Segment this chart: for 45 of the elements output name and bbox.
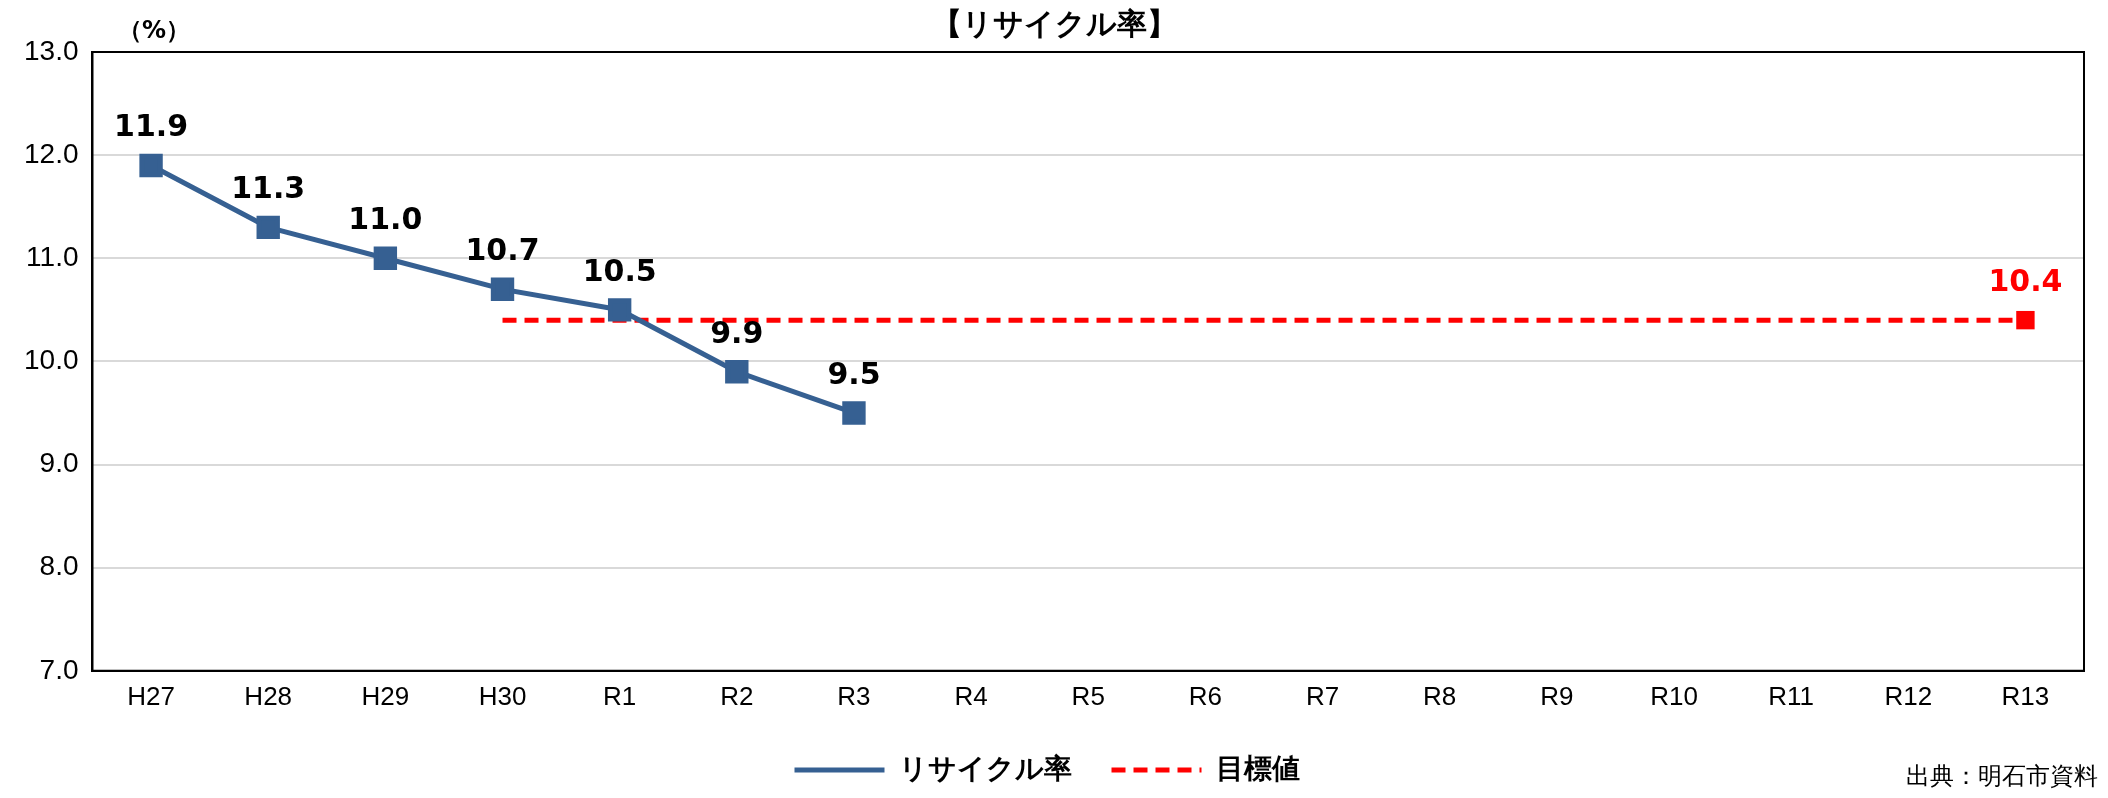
point [139,153,163,178]
legend-label: リサイクル率 [898,752,1072,784]
point [490,277,515,301]
point [256,215,280,240]
x-tick-label: R4 [954,680,988,711]
x-tick-label: R9 [1540,680,1574,711]
x-tick-label: R10 [1650,680,1698,711]
y-tick-label: 7.0 [39,653,79,685]
y-tick-label: 9.0 [39,447,79,479]
x-tick-label: R12 [1884,680,1933,711]
data-label: 11.3 [231,170,306,206]
x-tick-label: H30 [478,680,527,711]
x-tick-label: H29 [361,680,410,711]
point [842,401,866,425]
x-tick-label: R2 [720,680,754,711]
data-label: 11.0 [348,201,423,237]
chart-title: 【リサイクル率】 [931,6,1177,41]
x-tick-label: R5 [1071,680,1105,711]
x-tick-label: R3 [837,680,871,711]
x-tick-label: R13 [2001,680,2050,711]
data-label: 9.5 [827,355,881,391]
point [373,246,398,270]
y-tick-label: 10.0 [24,344,79,376]
x-tick-label: H27 [127,680,175,711]
data-label: 9.9 [710,314,764,350]
x-tick-label: R7 [1305,680,1340,711]
x-tick-label: R6 [1188,680,1223,711]
x-tick-label: R8 [1423,680,1457,711]
x-tick-label: R1 [603,680,637,711]
y-axis-title: （%） [118,15,191,46]
y-tick-label: 13.0 [24,34,79,66]
y-tick-label: 11.0 [26,240,79,272]
legend-label: 目標値 [1215,752,1300,784]
y-tick-label: 8.0 [39,550,79,582]
data-label: 10.5 [582,252,657,288]
x-tick-label: R11 [1768,680,1815,711]
point [607,298,632,322]
x-tick-label: H28 [244,680,293,711]
data-label: 11.9 [114,108,189,144]
data-label: 10.4 [1988,262,2063,298]
point [725,360,749,384]
y-tick-label: 12.0 [24,137,79,169]
data-label: 10.7 [465,232,540,267]
source-note: 出典：明石市資料 [1906,761,2098,792]
point [2016,310,2035,330]
